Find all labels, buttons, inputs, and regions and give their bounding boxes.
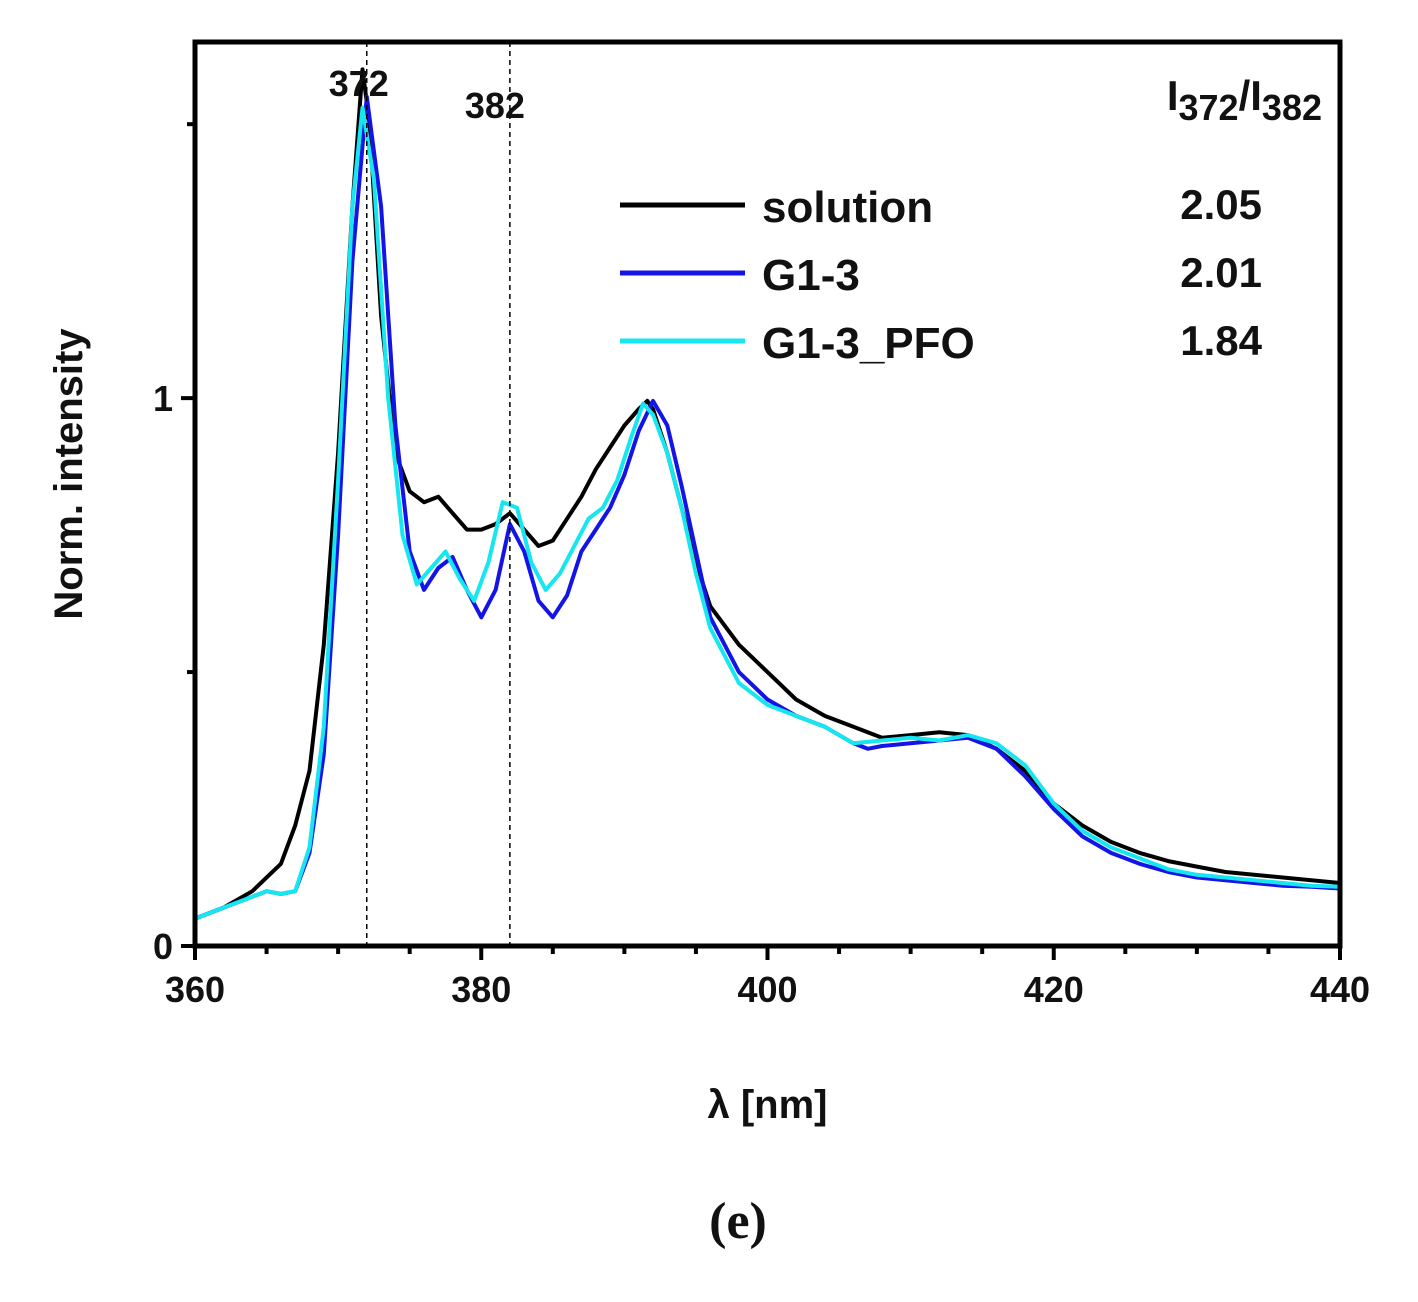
- y-tick-label: 1: [153, 378, 173, 419]
- x-tick-label: 360: [165, 969, 225, 1010]
- ratio-header-slash: /I: [1239, 72, 1262, 119]
- legend-label-g1-3: G1-3: [762, 251, 860, 300]
- y-tick-label: 0: [153, 926, 173, 967]
- series-line-g1-3: [194, 94, 1341, 921]
- legend-ratio-g1-3-pfo: 1.84: [1180, 317, 1262, 364]
- ratio-header-i: I: [1167, 72, 1179, 119]
- legend-label-g1-3-pfo: G1-3_PFO: [762, 319, 975, 368]
- legend-ratio-solution: 2.05: [1180, 181, 1262, 228]
- ratio-header-sub1: 372: [1179, 87, 1239, 128]
- ratio-header: I372/I382: [1167, 72, 1322, 128]
- x-tick-label: 380: [451, 969, 511, 1010]
- y-axis-title: Norm. intensity: [47, 328, 91, 620]
- x-tick-label: 420: [1024, 969, 1084, 1010]
- x-tick-label: 440: [1310, 969, 1370, 1010]
- ratio-header-sub2: 382: [1262, 87, 1322, 128]
- marker-label-372: 372: [329, 63, 389, 104]
- x-tick-label: 400: [737, 969, 797, 1010]
- marker-label-382: 382: [465, 85, 525, 126]
- panel-label: (e): [709, 1193, 767, 1250]
- x-axis-title: λ [nm]: [708, 1083, 828, 1127]
- legend-ratio-g1-3: 2.01: [1180, 249, 1262, 296]
- series-line-g1-3-pfo: [194, 105, 1341, 921]
- legend-label-solution: solution: [762, 183, 933, 232]
